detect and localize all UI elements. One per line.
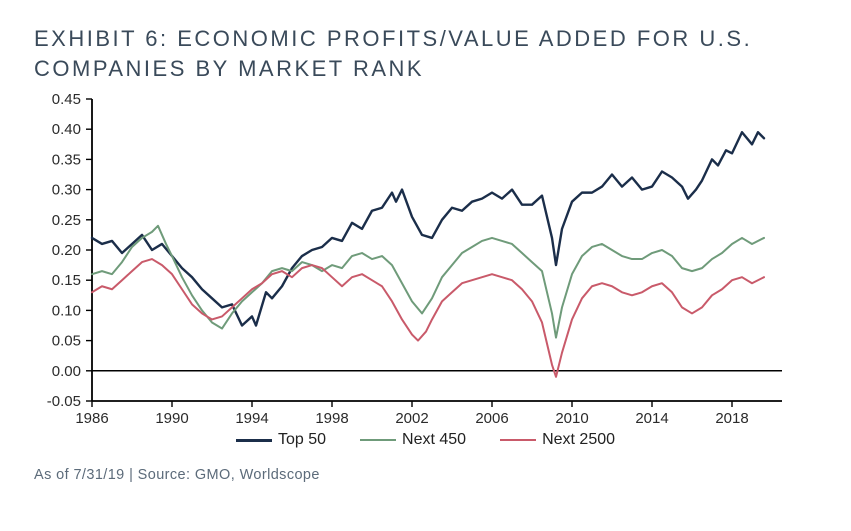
legend-item-next450: Next 450	[360, 431, 466, 449]
svg-text:0.25: 0.25	[52, 212, 81, 229]
legend-swatch-top50	[236, 439, 272, 441]
legend: Top 50 Next 450 Next 2500	[34, 431, 817, 449]
legend-label-next2500: Next 2500	[542, 431, 615, 449]
svg-text:0.40: 0.40	[52, 122, 81, 139]
title-line-1: EXHIBIT 6: ECONOMIC PROFITS/VALUE ADDED …	[34, 26, 752, 51]
svg-text:1990: 1990	[155, 410, 188, 427]
svg-text:0.35: 0.35	[52, 152, 81, 169]
svg-text:1994: 1994	[235, 410, 268, 427]
legend-swatch-next450	[360, 439, 396, 441]
svg-text:0.30: 0.30	[52, 182, 81, 199]
legend-label-top50: Top 50	[278, 431, 326, 449]
legend-swatch-next2500	[500, 439, 536, 441]
svg-text:2018: 2018	[715, 410, 748, 427]
svg-text:2014: 2014	[635, 410, 668, 427]
svg-text:2006: 2006	[475, 410, 508, 427]
svg-text:1986: 1986	[75, 410, 108, 427]
svg-text:0.45: 0.45	[52, 91, 81, 108]
line-chart: -0.05 0.00 0.05 0.10 0.15 0.20 0.25 0.30 0.35 0.4…	[34, 89, 794, 429]
title-line-2: COMPANIES BY MARKET RANK	[34, 56, 424, 81]
svg-text:1998: 1998	[315, 410, 348, 427]
exhibit-title: EXHIBIT 6: ECONOMIC PROFITS/VALUE ADDED …	[34, 24, 817, 83]
svg-text:2002: 2002	[395, 410, 428, 427]
chart-container: EXHIBIT 6: ECONOMIC PROFITS/VALUE ADDED …	[0, 0, 851, 531]
legend-item-next2500: Next 2500	[500, 431, 615, 449]
svg-text:0.20: 0.20	[52, 242, 81, 259]
svg-text:-0.05: -0.05	[47, 393, 81, 410]
svg-text:0.15: 0.15	[52, 273, 81, 290]
legend-label-next450: Next 450	[402, 431, 466, 449]
chart-svg: -0.05 0.00 0.05 0.10 0.15 0.20 0.25 0.30 0.35 0.4…	[34, 89, 794, 429]
svg-text:0.10: 0.10	[52, 303, 81, 320]
svg-text:0.05: 0.05	[52, 333, 81, 350]
legend-item-top50: Top 50	[236, 431, 326, 449]
svg-text:0.00: 0.00	[52, 363, 81, 380]
footnote: As of 7/31/19 | Source: GMO, Worldscope	[34, 467, 817, 483]
svg-text:2010: 2010	[555, 410, 588, 427]
